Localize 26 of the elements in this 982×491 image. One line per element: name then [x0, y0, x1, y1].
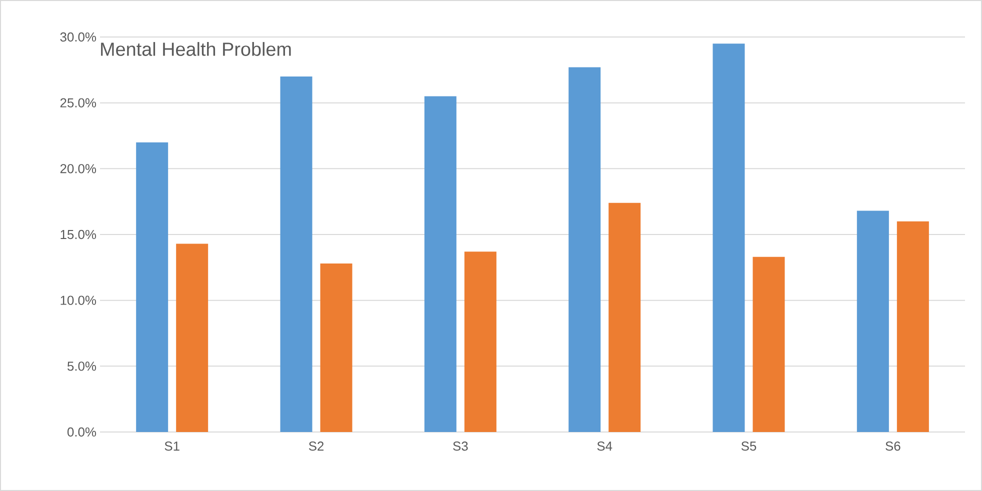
bar: [712, 44, 745, 432]
bar: [176, 244, 208, 432]
y-tick-label: 30.0%: [60, 32, 96, 42]
x-tick-label: S3: [453, 442, 468, 451]
x-tick-label: S5: [741, 442, 756, 451]
bar: [752, 256, 785, 432]
y-tick-label: 20.0%: [60, 164, 96, 174]
x-tick-label: S1: [164, 442, 180, 451]
x-tick-label: S2: [308, 442, 324, 451]
x-tick-label: S6: [886, 442, 900, 451]
bar: [568, 67, 601, 432]
y-tick-label: 15.0%: [60, 230, 96, 240]
y-tick-label: 5.0%: [67, 362, 96, 371]
chart-title: Mental Health Problem: [101, 42, 291, 56]
y-tick-label: 0.0%: [67, 427, 96, 437]
bar: [320, 263, 352, 432]
y-tick-label: 10.0%: [60, 296, 96, 305]
x-tick-label: S4: [597, 442, 612, 451]
bar: [136, 142, 168, 432]
bar: [608, 202, 641, 432]
bar: [896, 221, 929, 432]
bar: [856, 210, 889, 432]
y-tick-label: 25.0%: [60, 98, 96, 108]
bar: [424, 96, 456, 432]
bar: [280, 76, 312, 432]
bar: [464, 252, 496, 432]
